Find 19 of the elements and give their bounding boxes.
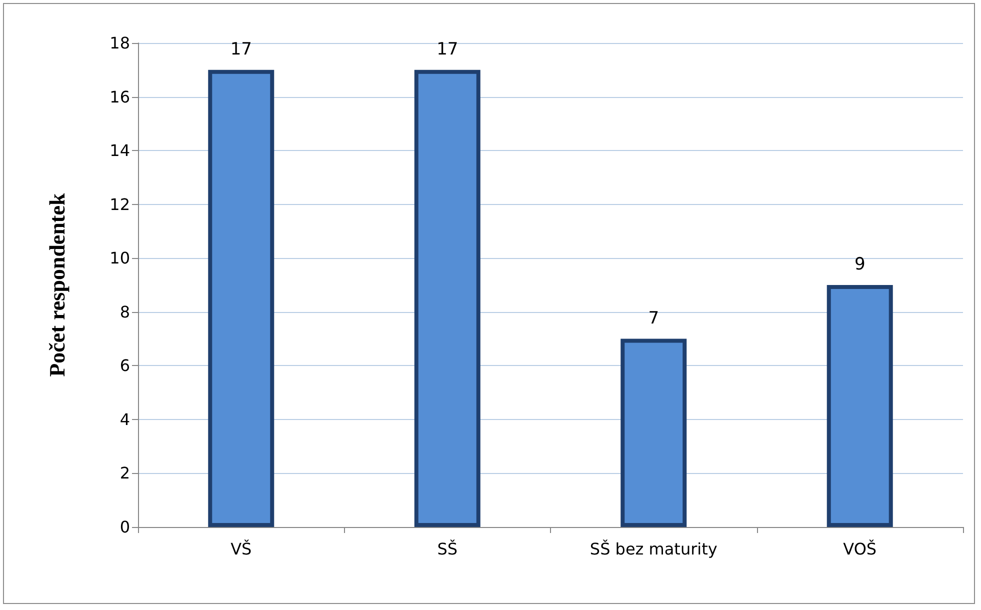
y-tick-label: 10	[110, 248, 130, 268]
y-tick-label: 4	[120, 410, 130, 429]
y-tick-label: 18	[110, 34, 130, 52]
y-axis-title: Počet respondentek	[44, 192, 70, 377]
y-tick-label: 14	[110, 141, 130, 160]
data-label: 17	[436, 39, 458, 60]
x-tick-label: SŠ	[437, 540, 458, 558]
y-tick-label: 8	[120, 302, 130, 322]
y-tick-label: 16	[110, 87, 130, 106]
y-tick-label: 2	[120, 464, 130, 483]
data-label: 17	[230, 39, 252, 60]
x-tick-label: SŠ bez maturity	[590, 540, 718, 558]
x-tick-label: VOŠ	[843, 540, 877, 558]
y-tick-label: 6	[120, 356, 130, 376]
y-tick-label: 12	[110, 194, 130, 214]
data-label: 9	[854, 254, 866, 274]
data-label: 7	[648, 308, 660, 328]
y-tick-label: 0	[120, 518, 130, 536]
x-tick-label: VŠ	[230, 540, 252, 558]
